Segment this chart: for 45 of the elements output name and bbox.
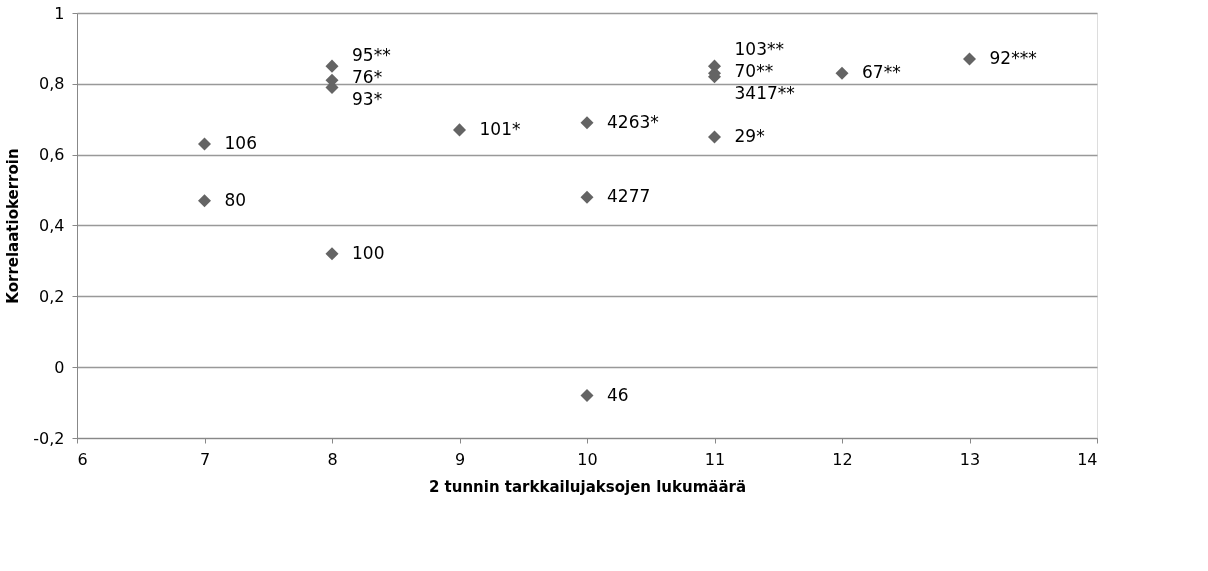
annotation: 4263* (607, 111, 659, 132)
y-tick-label: 0,8 (39, 74, 65, 94)
annotation: 3417** (734, 83, 795, 104)
annotation: 93* (352, 88, 383, 109)
annotation: 92*** (989, 48, 1037, 69)
annotation: 106 (224, 133, 257, 154)
x-tick-label: 14 (1077, 449, 1098, 469)
point (580, 116, 594, 130)
x-tick-label: 13 (959, 449, 981, 469)
x-tick-label: 9 (454, 449, 466, 469)
point (835, 66, 849, 80)
annotation: 70** (734, 61, 774, 82)
point (580, 190, 594, 204)
point (707, 130, 722, 144)
annotation: 4277 (607, 186, 651, 207)
point (452, 123, 467, 137)
y-tick-label: 0,6 (39, 145, 65, 165)
point (197, 194, 212, 208)
annotation: 80 (224, 189, 247, 210)
x-tick-label: 7 (199, 449, 211, 469)
annotation: 67** (862, 62, 901, 83)
x-tick-label: 11 (704, 449, 726, 469)
x-tick-label: 8 (327, 449, 338, 469)
annotation: 103** (734, 39, 784, 60)
annotation: 100 (352, 242, 385, 263)
point (962, 52, 977, 66)
point (580, 388, 594, 403)
point (325, 247, 339, 261)
y-tick-label: -0,2 (33, 428, 65, 448)
point (325, 59, 339, 73)
y-tick-label: 0,2 (39, 286, 65, 306)
annotation: 95** (352, 44, 391, 65)
annotation: 76* (352, 66, 383, 87)
x-tick-label: 10 (577, 449, 598, 469)
y-tick-label: 0,4 (39, 216, 65, 235)
x-tick-label: 12 (832, 449, 853, 469)
x-tick-label: 6 (77, 449, 88, 469)
annotation: 29* (734, 125, 765, 146)
y-tick-label: 0 (54, 357, 65, 377)
annotation: 46 (607, 384, 629, 405)
x-axis-title: 2 tunnin tarkkailujaksojen lukumäärä (428, 477, 747, 496)
y-axis-title: Korrelaatiokerroin (4, 148, 23, 304)
annotation: 101* (479, 118, 521, 139)
point (197, 137, 212, 151)
y-tick-label: 1 (54, 3, 65, 23)
